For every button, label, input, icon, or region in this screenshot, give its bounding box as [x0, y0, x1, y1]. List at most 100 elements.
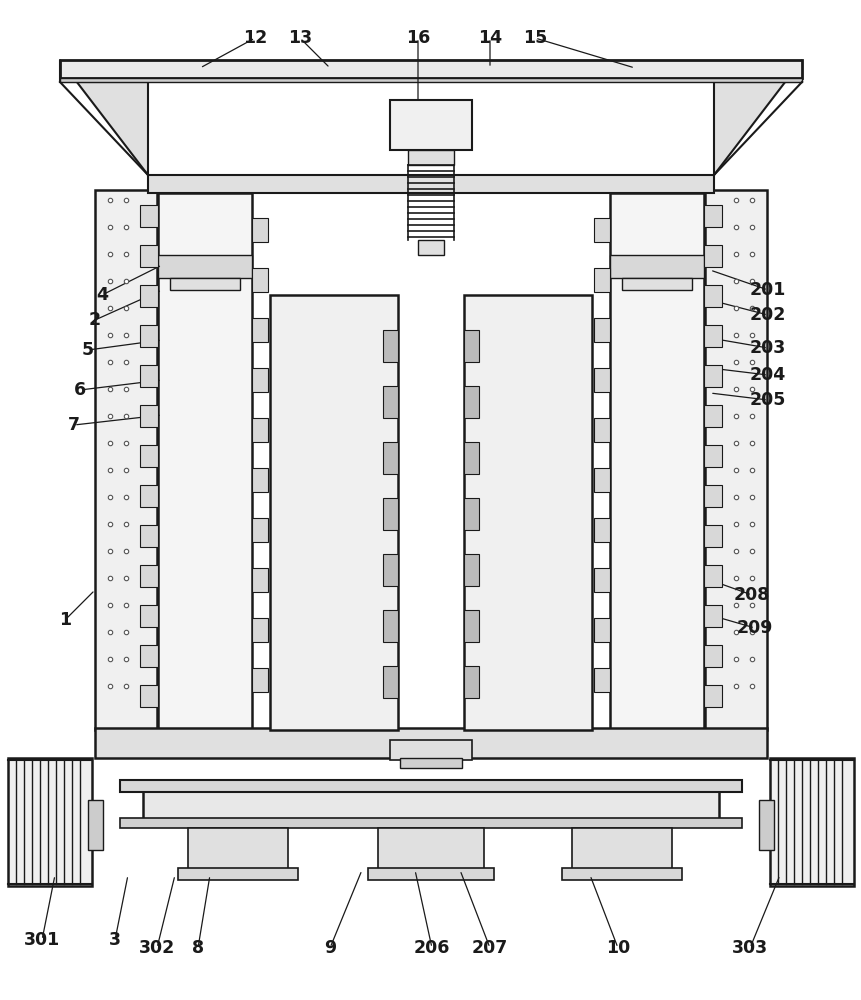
Bar: [610, 255, 703, 278]
Bar: [139, 325, 158, 347]
Text: 9: 9: [324, 939, 336, 957]
Bar: [382, 554, 398, 586]
Bar: [269, 295, 398, 730]
Bar: [463, 666, 479, 698]
Bar: [407, 150, 454, 165]
Text: 3: 3: [108, 931, 121, 949]
Bar: [139, 245, 158, 267]
Bar: [251, 368, 268, 392]
Bar: [593, 618, 610, 642]
Bar: [610, 193, 703, 729]
Bar: [382, 386, 398, 418]
Bar: [382, 610, 398, 642]
Bar: [148, 175, 713, 193]
Bar: [593, 268, 610, 292]
Text: 5: 5: [82, 341, 94, 359]
Bar: [593, 668, 610, 692]
Bar: [382, 498, 398, 530]
Bar: [703, 445, 722, 467]
Bar: [177, 868, 298, 880]
Bar: [703, 405, 722, 427]
Bar: [400, 758, 461, 768]
Bar: [158, 193, 251, 729]
Bar: [463, 386, 479, 418]
Bar: [593, 418, 610, 442]
Text: 15: 15: [523, 29, 547, 47]
Bar: [561, 868, 681, 880]
Bar: [158, 255, 251, 278]
Bar: [139, 405, 158, 427]
Bar: [382, 442, 398, 474]
Text: 204: 204: [749, 366, 785, 384]
Text: 1: 1: [59, 611, 71, 629]
Bar: [703, 685, 722, 707]
Bar: [139, 285, 158, 307]
Bar: [703, 565, 722, 587]
Bar: [139, 445, 158, 467]
Bar: [622, 278, 691, 290]
Text: 6: 6: [74, 381, 86, 399]
Bar: [463, 295, 592, 730]
Text: 8: 8: [192, 939, 204, 957]
Bar: [389, 100, 472, 150]
Bar: [593, 368, 610, 392]
Bar: [463, 498, 479, 530]
Bar: [139, 365, 158, 387]
Bar: [703, 245, 722, 267]
Bar: [170, 278, 239, 290]
Bar: [88, 800, 102, 850]
Bar: [593, 318, 610, 342]
Text: 2: 2: [89, 311, 101, 329]
Bar: [703, 205, 722, 227]
Bar: [251, 518, 268, 542]
Bar: [368, 868, 493, 880]
Text: 203: 203: [749, 339, 785, 357]
Bar: [139, 605, 158, 627]
Bar: [251, 418, 268, 442]
Bar: [703, 645, 722, 667]
Bar: [251, 668, 268, 692]
Text: 302: 302: [139, 939, 175, 957]
Bar: [378, 828, 483, 870]
Bar: [769, 758, 853, 886]
Bar: [120, 780, 741, 792]
Bar: [418, 240, 443, 255]
Bar: [703, 605, 722, 627]
Text: 12: 12: [243, 29, 267, 47]
Bar: [188, 828, 288, 870]
Bar: [60, 78, 801, 82]
Text: 13: 13: [288, 29, 312, 47]
Text: 206: 206: [413, 939, 449, 957]
Text: 205: 205: [749, 391, 785, 409]
Polygon shape: [713, 60, 801, 175]
Bar: [139, 525, 158, 547]
Bar: [251, 218, 268, 242]
Bar: [139, 485, 158, 507]
Text: 209: 209: [736, 619, 772, 637]
Bar: [703, 365, 722, 387]
Bar: [251, 568, 268, 592]
Bar: [703, 285, 722, 307]
Bar: [60, 60, 801, 78]
Text: 7: 7: [68, 416, 80, 434]
Text: 208: 208: [733, 586, 769, 604]
Bar: [120, 818, 741, 828]
Bar: [389, 740, 472, 760]
Text: 14: 14: [477, 29, 501, 47]
Text: 201: 201: [749, 281, 785, 299]
Bar: [251, 318, 268, 342]
Bar: [593, 218, 610, 242]
Text: 202: 202: [749, 306, 785, 324]
Bar: [703, 325, 722, 347]
Text: 10: 10: [605, 939, 629, 957]
Bar: [139, 205, 158, 227]
Bar: [463, 442, 479, 474]
Bar: [463, 610, 479, 642]
Bar: [95, 728, 766, 758]
Bar: [251, 618, 268, 642]
Bar: [704, 190, 766, 730]
Bar: [251, 468, 268, 492]
Bar: [572, 828, 672, 870]
Text: 4: 4: [96, 286, 108, 304]
Polygon shape: [60, 60, 148, 175]
